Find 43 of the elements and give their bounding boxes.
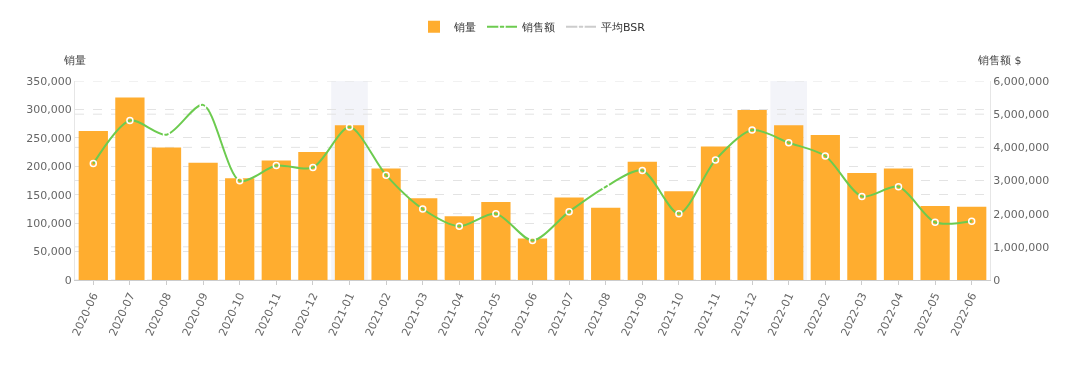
y2-tick-label: 2,000,000	[993, 207, 1050, 221]
bar	[408, 198, 438, 280]
y-tick-label: 350,000	[26, 74, 72, 88]
bar	[883, 168, 914, 280]
bar	[261, 160, 291, 280]
bar	[78, 131, 108, 280]
bar	[810, 135, 840, 280]
y2-tick-label: 1,000,000	[993, 240, 1050, 254]
bar	[700, 146, 731, 280]
bar	[554, 197, 584, 280]
legend-label: 销量	[453, 20, 476, 34]
y-tick-label: 250,000	[26, 131, 72, 145]
y-tick-label: 50,000	[33, 245, 72, 259]
bar	[847, 173, 877, 280]
bar	[737, 110, 767, 280]
bar	[444, 216, 474, 280]
bar	[188, 162, 218, 280]
y2-tick-label: 0	[993, 273, 1001, 287]
bar	[664, 191, 694, 280]
y2-tick-label: 3,000,000	[993, 174, 1050, 188]
legend-label: 销售额	[521, 20, 555, 34]
bar	[298, 152, 328, 280]
bar	[371, 168, 401, 280]
y2-tick-label: 5,000,000	[993, 108, 1050, 122]
bar	[481, 202, 511, 280]
legend-label: 平均BSR	[601, 20, 646, 34]
bar	[627, 161, 657, 280]
y-tick-label: 100,000	[26, 216, 72, 230]
bar	[517, 238, 548, 280]
y-tick-label: 0	[64, 273, 72, 287]
bar	[957, 206, 987, 280]
y-tick-label: 200,000	[26, 160, 72, 174]
bar	[151, 147, 182, 280]
y2-tick-label: 4,000,000	[993, 141, 1050, 155]
y2-tick-label: 6,000,000	[993, 74, 1050, 88]
bar	[920, 206, 950, 280]
y-tick-label: 300,000	[26, 103, 72, 117]
y-tick-label: 150,000	[26, 188, 72, 202]
bar	[591, 207, 621, 280]
bar	[225, 178, 255, 280]
y2-axis-title: 销售额 $	[977, 54, 1022, 67]
bar	[115, 97, 145, 280]
y-axis-title: 销量	[63, 54, 86, 67]
